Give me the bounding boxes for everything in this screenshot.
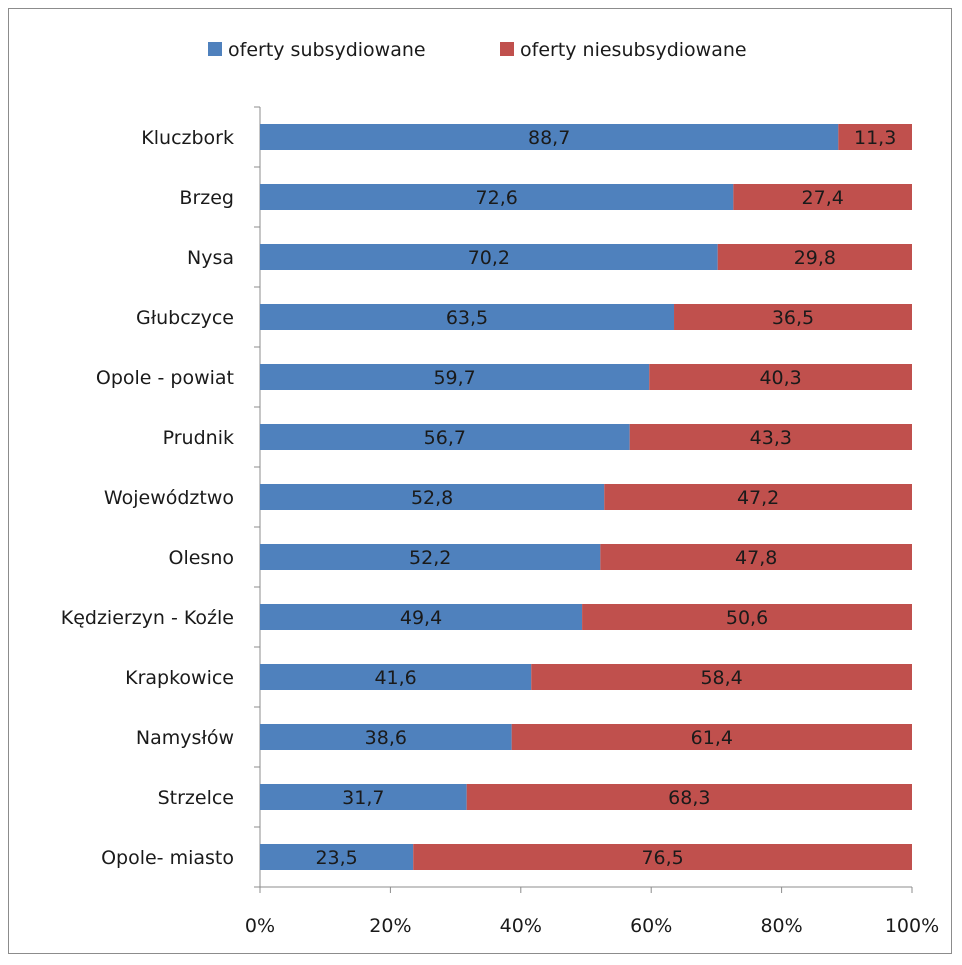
bar-oferty-niesubsydiowane-prudnik — [629, 424, 912, 450]
bar-oferty-subsydiowane-opole-powiat — [260, 364, 650, 390]
bar-oferty-niesubsydiowane-glubczyce — [674, 304, 912, 330]
data-label: 40,3 — [759, 367, 801, 389]
data-label: 76,5 — [641, 847, 683, 869]
data-label: 43,3 — [750, 427, 792, 449]
bar-oferty-subsydiowane-prudnik — [260, 424, 630, 450]
category-label-olesno: Olesno — [169, 547, 235, 569]
data-label: 52,2 — [409, 547, 451, 569]
x-tick-label: 20% — [369, 915, 411, 937]
data-label: 61,4 — [691, 727, 733, 749]
bar-oferty-niesubsydiowane-opole-powiat — [649, 364, 912, 390]
bar-oferty-subsydiowane-glubczyce — [260, 304, 675, 330]
data-label: 56,7 — [424, 427, 466, 449]
bar-oferty-subsydiowane-kluczbork — [260, 124, 839, 150]
bar-oferty-niesubsydiowane-opole-miasto — [413, 844, 912, 870]
bar-oferty-niesubsydiowane-nysa — [717, 244, 912, 270]
bar-oferty-subsydiowane-strzelce — [260, 784, 467, 810]
data-label: 11,3 — [854, 127, 896, 149]
category-label-kluczbork: Kluczbork — [141, 127, 234, 149]
bar-oferty-subsydiowane-nysa — [260, 244, 718, 270]
data-label: 31,7 — [342, 787, 384, 809]
data-label: 59,7 — [433, 367, 475, 389]
category-label-nysa: Nysa — [187, 247, 234, 269]
bar-oferty-subsydiowane-krapkowice — [260, 664, 532, 690]
data-label: 72,6 — [476, 187, 518, 209]
category-label-glubczyce: Głubczyce — [136, 307, 234, 329]
legend: oferty subsydiowane oferty niesubsydiowan… — [208, 39, 747, 61]
bar-oferty-niesubsydiowane-kluczbork — [838, 124, 912, 150]
data-label: 68,3 — [668, 787, 710, 809]
data-label: 36,5 — [772, 307, 814, 329]
data-label: 63,5 — [446, 307, 488, 329]
data-label: 58,4 — [700, 667, 742, 689]
data-label: 27,4 — [802, 187, 844, 209]
data-label: 23,5 — [315, 847, 357, 869]
data-label: 38,6 — [365, 727, 407, 749]
data-label: 29,8 — [794, 247, 836, 269]
category-label-prudnik: Prudnik — [163, 427, 234, 449]
category-label-wojewodztwo: Województwo — [104, 487, 234, 509]
legend-swatch-oferty-niesubsydiowane — [500, 42, 514, 56]
category-label-opole-miasto: Opole- miasto — [101, 847, 234, 869]
data-label: 88,7 — [528, 127, 570, 149]
data-label: 70,2 — [468, 247, 510, 269]
bar-oferty-niesubsydiowane-kedzierzyn-kozle — [582, 604, 912, 630]
bar-oferty-subsydiowane-kedzierzyn-kozle — [260, 604, 583, 630]
bar-oferty-subsydiowane-namyslow — [260, 724, 512, 750]
category-label-opole-powiat: Opole - powiat — [96, 367, 234, 389]
legend-swatch-oferty-subsydiowane — [208, 42, 222, 56]
category-label-krapkowice: Krapkowice — [125, 667, 234, 689]
bar-oferty-niesubsydiowane-namyslow — [511, 724, 912, 750]
x-tick-label: 40% — [500, 915, 542, 937]
bar-oferty-niesubsydiowane-strzelce — [466, 784, 912, 810]
x-tick-label: 60% — [630, 915, 672, 937]
data-label: 49,4 — [400, 607, 442, 629]
category-label-namyslow: Namysłów — [136, 727, 234, 749]
x-tick-label: 100% — [885, 915, 939, 937]
bars — [260, 124, 912, 870]
category-label-strzelce: Strzelce — [158, 787, 234, 809]
bar-oferty-subsydiowane-brzeg — [260, 184, 734, 210]
legend-label-oferty-niesubsydiowane: oferty niesubsydiowane — [520, 39, 747, 61]
bar-oferty-niesubsydiowane-brzeg — [733, 184, 912, 210]
category-label-brzeg: Brzeg — [179, 187, 234, 209]
bar-oferty-subsydiowane-olesno — [260, 544, 601, 570]
labels: Kluczbork 88,7 11,3 Brzeg 72,6 27,4 Nysa 70,2 29… — [61, 127, 897, 869]
bar-oferty-subsydiowane-wojewodztwo — [260, 484, 605, 510]
bar-oferty-niesubsydiowane-wojewodztwo — [604, 484, 912, 510]
legend-label-oferty-subsydiowane: oferty subsydiowane — [228, 39, 426, 61]
axes: 0% 20% 40% 60% 80% 100% — [245, 106, 939, 937]
bar-oferty-niesubsydiowane-krapkowice — [531, 664, 912, 690]
bar-oferty-niesubsydiowane-olesno — [600, 544, 912, 570]
bar-oferty-subsydiowane-opole-miasto — [260, 844, 414, 870]
x-tick-label: 0% — [245, 915, 275, 937]
data-label: 52,8 — [411, 487, 453, 509]
data-label: 47,2 — [737, 487, 779, 509]
data-label: 41,6 — [374, 667, 416, 689]
data-label: 47,8 — [735, 547, 777, 569]
data-label: 50,6 — [726, 607, 768, 629]
x-tick-label: 80% — [760, 915, 802, 937]
category-label-kedzierzyn-kozle: Kędzierzyn - Koźle — [61, 607, 234, 629]
